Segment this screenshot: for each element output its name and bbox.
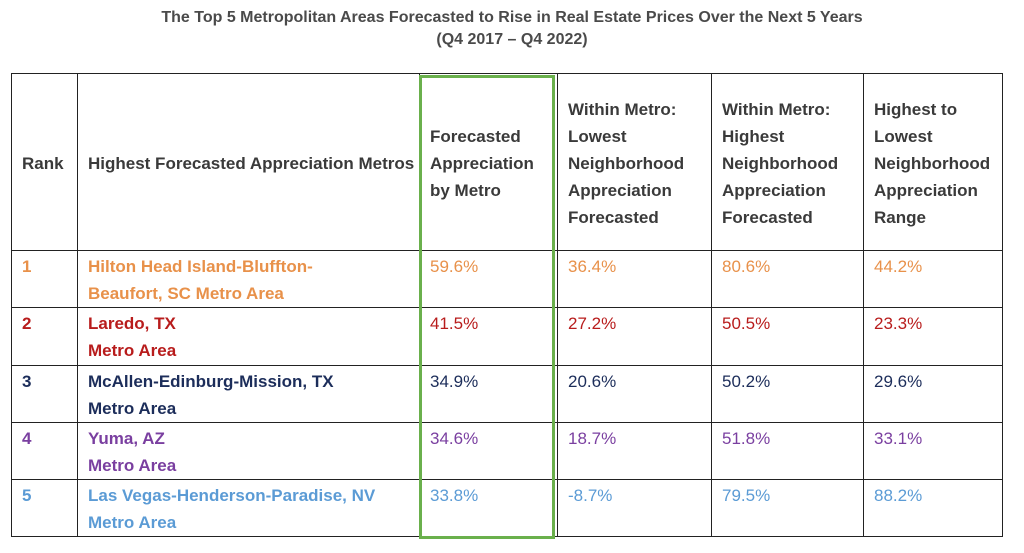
rank-cell: 4 [11,422,78,480]
metro-name-line2: Metro Area [88,513,177,532]
table-row: 3 McAllen-Edinburg-Mission, TX Metro Are… [11,365,1003,423]
header-metro: Highest Forecasted Appreciation Metros [77,73,420,251]
highest-cell: 79.5% [711,479,864,537]
title-line-1: The Top 5 Metropolitan Areas Forecasted … [161,9,863,26]
metro-name-line2: Metro Area [88,399,177,418]
table-row: 1 Hilton Head Island-Bluffton- Beaufort,… [11,250,1003,308]
metro-name-line2: Metro Area [88,456,177,475]
rank-cell: 5 [11,479,78,537]
forecast-cell: 59.6% [419,250,558,308]
forecast-cell: 33.8% [419,479,558,537]
metro-name-line1: Yuma, AZ [88,429,165,448]
forecast-cell: 34.9% [419,365,558,423]
header-lowest: Within Metro: Lowest Neighborhood Apprec… [557,73,712,251]
forecast-cell: 34.6% [419,422,558,480]
metro-cell: Hilton Head Island-Bluffton- Beaufort, S… [77,250,420,308]
rank-cell: 1 [11,250,78,308]
lowest-cell: 18.7% [557,422,712,480]
metro-cell: Laredo, TX Metro Area [77,307,420,366]
metro-name-line1: Las Vegas-Henderson-Paradise, NV [88,486,376,505]
lowest-cell: 27.2% [557,307,712,366]
range-cell: 33.1% [863,422,1003,480]
metro-cell: Yuma, AZ Metro Area [77,422,420,480]
metro-name-line1: Laredo, TX [88,314,176,333]
header-rank: Rank [11,73,78,251]
header-highest: Within Metro: Highest Neighborhood Appre… [711,73,864,251]
appreciation-table: Rank Highest Forecasted Appreciation Met… [11,73,1003,537]
table-row: 2 Laredo, TX Metro Area 41.5% 27.2% 50.5… [11,307,1003,366]
metro-name-line2: Beaufort, SC Metro Area [88,284,284,303]
header-forecast: Forecasted Appreciation by Metro [419,73,558,251]
page-title: The Top 5 Metropolitan Areas Forecasted … [0,7,1024,51]
rank-cell: 2 [11,307,78,366]
title-line-2: (Q4 2017 – Q4 2022) [436,31,588,48]
lowest-cell: 36.4% [557,250,712,308]
metro-name-line1: McAllen-Edinburg-Mission, TX [88,372,334,391]
lowest-cell: -8.7% [557,479,712,537]
table-row: 4 Yuma, AZ Metro Area 34.6% 18.7% 51.8% … [11,422,1003,480]
metro-name-line1: Hilton Head Island-Bluffton- [88,257,313,276]
range-cell: 29.6% [863,365,1003,423]
header-range: Highest to Lowest Neighborhood Appreciat… [863,73,1003,251]
range-cell: 88.2% [863,479,1003,537]
metro-name-line2: Metro Area [88,341,177,360]
table-row: 5 Las Vegas-Henderson-Paradise, NV Metro… [11,479,1003,537]
rank-cell: 3 [11,365,78,423]
header-row: Rank Highest Forecasted Appreciation Met… [11,73,1003,251]
highest-cell: 51.8% [711,422,864,480]
range-cell: 44.2% [863,250,1003,308]
range-cell: 23.3% [863,307,1003,366]
highest-cell: 50.2% [711,365,864,423]
highest-cell: 50.5% [711,307,864,366]
highest-cell: 80.6% [711,250,864,308]
lowest-cell: 20.6% [557,365,712,423]
metro-cell: McAllen-Edinburg-Mission, TX Metro Area [77,365,420,423]
metro-cell: Las Vegas-Henderson-Paradise, NV Metro A… [77,479,420,537]
forecast-cell: 41.5% [419,307,558,366]
